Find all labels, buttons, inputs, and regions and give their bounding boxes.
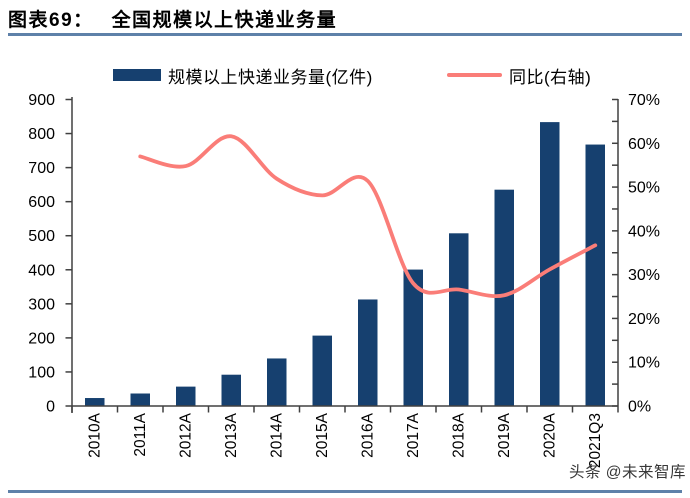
bar-2011A — [130, 393, 150, 406]
x-axis-label: 2020A — [541, 412, 558, 457]
left-axis-label: 300 — [28, 296, 55, 313]
right-axis-label: 40% — [628, 223, 660, 240]
right-axis-label: 20% — [628, 311, 660, 328]
right-axis-label: 70% — [628, 92, 660, 109]
bar-2015A — [312, 335, 332, 406]
left-axis-label: 100 — [28, 364, 55, 381]
left-axis-label: 800 — [28, 126, 55, 143]
left-axis-label: 500 — [28, 228, 55, 245]
bar-2019A — [494, 189, 514, 406]
x-axis-label: 2019A — [496, 412, 513, 457]
x-axis-label: 2011A — [132, 412, 149, 456]
bar-2012A — [176, 386, 196, 406]
line-legend-swatch-icon — [447, 73, 502, 77]
left-axis-label: 200 — [28, 330, 55, 347]
bar-2020A — [540, 122, 560, 407]
bar-legend-swatch-icon — [113, 69, 161, 81]
bar-2018A — [449, 233, 469, 406]
x-axis-label: 2021Q3 — [587, 413, 604, 468]
left-axis-label: 0 — [46, 399, 55, 416]
right-axis-label: 50% — [628, 180, 660, 197]
x-axis-label: 2016A — [359, 412, 376, 457]
watermark: 头条 @未来智库 — [568, 464, 686, 481]
x-axis-label: 2015A — [314, 412, 331, 457]
bar-2013A — [221, 374, 241, 406]
bar-2016A — [358, 299, 378, 406]
right-axis-label: 10% — [628, 355, 660, 372]
right-axis-label: 60% — [628, 136, 660, 153]
legend-item-volume: 规模以上快递业务量(亿件) — [113, 64, 373, 87]
x-axis-label: 2014A — [268, 412, 285, 457]
title-divider — [8, 33, 682, 36]
x-axis-label: 2010A — [86, 412, 103, 457]
page-title: 图表69： 全国规模以上快递业务量 — [8, 5, 337, 32]
left-axis-label: 700 — [28, 160, 55, 177]
legend-label-yoy: 同比(右轴) — [509, 67, 592, 87]
right-axis-label: 30% — [628, 267, 660, 284]
left-axis-label: 900 — [28, 92, 55, 109]
x-axis-label: 2012A — [177, 412, 194, 457]
bar-2014A — [267, 358, 287, 406]
figure-label: 图表69： — [8, 10, 94, 31]
bar-2010A — [85, 398, 105, 406]
bar-2021Q3 — [585, 144, 605, 407]
yoy-trend-line — [138, 134, 598, 298]
left-axis-label: 600 — [28, 194, 55, 211]
figure-title: 全国规模以上快递业务量 — [111, 10, 338, 31]
legend-item-yoy: 同比(右轴) — [447, 64, 592, 87]
left-axis-label: 400 — [28, 262, 55, 279]
bar-2017A — [403, 269, 423, 406]
x-axis-label: 2013A — [223, 412, 240, 457]
x-axis-label: 2017A — [405, 412, 422, 457]
bottom-divider — [8, 490, 682, 493]
right-axis-label: 0% — [628, 399, 651, 416]
x-axis-label: 2018A — [450, 412, 467, 457]
legend-label-volume: 规模以上快递业务量(亿件) — [168, 67, 373, 87]
